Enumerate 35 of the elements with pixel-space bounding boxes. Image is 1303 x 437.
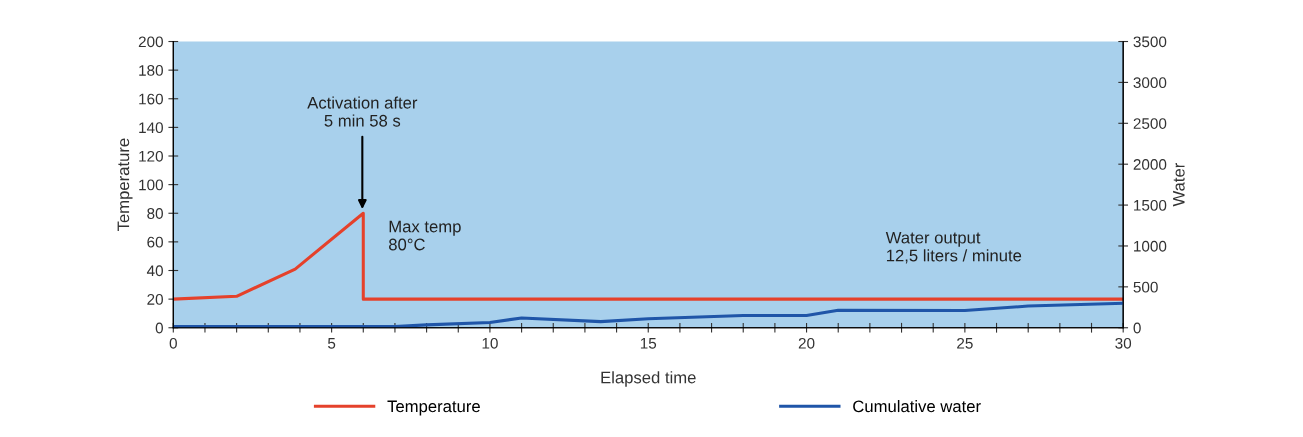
x-axis-title: Elapsed time (601, 371, 696, 387)
annotation: Water output 12,5 liters / minute (885, 231, 1022, 264)
x-tick-label: 30 (1115, 337, 1132, 349)
y-tick-label: 160 (139, 93, 163, 105)
y2-tick-label: 2000 (1133, 159, 1167, 170)
x-tick-label: 5 (327, 338, 336, 349)
y-tick-label: 120 (139, 150, 163, 162)
y2-tick-label: 1000 (1134, 240, 1167, 252)
line-series (173, 211, 1124, 301)
x-tick-label: 25 (957, 337, 973, 349)
legend-label: Temperature (387, 400, 480, 416)
y2-tick-label: 500 (1133, 281, 1158, 293)
x-tick-label: 15 (640, 338, 657, 349)
x-tick-label: 10 (482, 337, 498, 349)
y-tick-label: 0 (155, 322, 163, 334)
y2-tick-label: 3500 (1133, 36, 1167, 48)
y-tick-label: 80 (147, 208, 163, 219)
x-tick-label: 0 (169, 337, 177, 349)
y-tick-label: 180 (139, 65, 163, 76)
y-tick-label: 60 (147, 236, 163, 248)
y-tick-label: 100 (139, 179, 163, 191)
y-tick-label: 140 (139, 122, 163, 134)
legend-label: Cumulative water (853, 400, 981, 413)
y2-tick-label: 0 (1133, 322, 1141, 334)
y2-axis-title: Water (1173, 163, 1185, 207)
y2-tick-label: 1500 (1134, 199, 1167, 211)
annotation: Max temp 80°C (389, 220, 461, 251)
annotation: Activation after 5 min 58 s (307, 96, 418, 127)
y2-tick-label: 3000 (1133, 77, 1167, 89)
y-tick-label: 20 (147, 293, 163, 305)
y2-tick-label: 2500 (1133, 118, 1167, 129)
y-tick-label: 40 (146, 265, 163, 277)
x-tick-label: 20 (798, 337, 815, 349)
y-tick-label: 200 (138, 36, 163, 48)
y-axis-title: Temperature (117, 138, 133, 232)
